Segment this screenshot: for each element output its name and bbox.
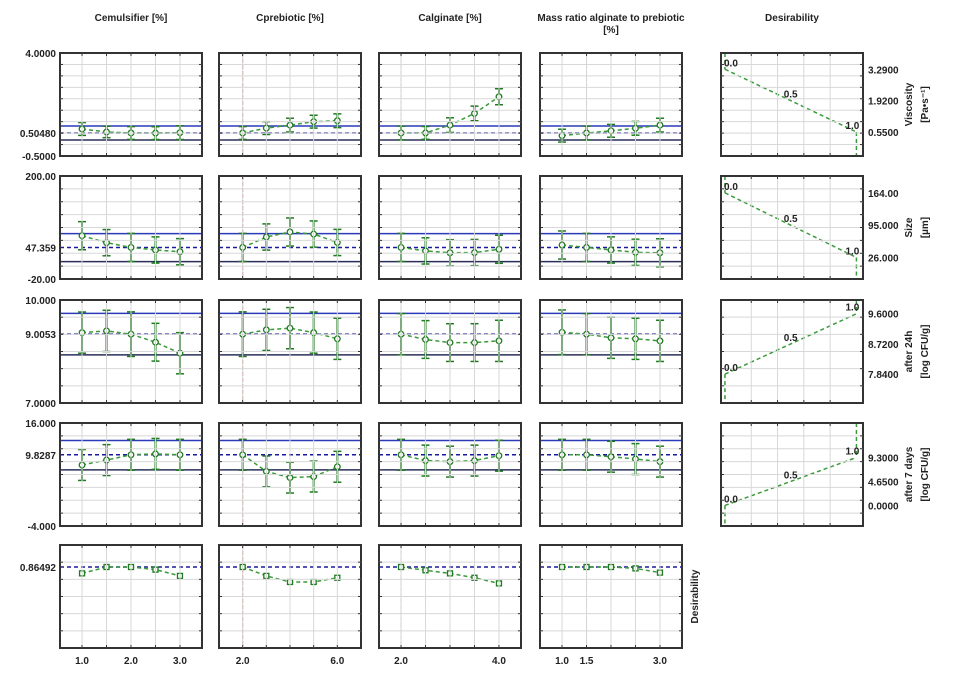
panel-grid	[379, 423, 521, 526]
row-label: Desirability	[690, 569, 701, 623]
y-tick-label: 4.0000	[25, 49, 56, 60]
desirability-level-label: 1.0	[845, 447, 859, 458]
desirability-level-label: 0.0	[724, 58, 738, 69]
panel-grid	[219, 176, 361, 279]
y-tick-label: 9.8287	[25, 451, 56, 462]
y-tick-label-right: 7.8400	[868, 370, 899, 381]
y-tick-label-right: 9.6000	[868, 310, 899, 321]
y-tick-label: 16.000	[25, 419, 56, 430]
column-header: Desirability	[765, 13, 819, 24]
y-tick-label-right: 0.5500	[868, 128, 899, 139]
response-curve	[242, 454, 338, 479]
y-tick-label-right: 164.00	[868, 189, 899, 200]
y-tick-label-right: 95.000	[868, 221, 899, 232]
desirability-level-label: 0.0	[724, 494, 738, 505]
panel-grid	[540, 53, 682, 156]
desirability-level-label: 0.5	[784, 470, 798, 481]
panel-grid	[60, 545, 202, 648]
y-tick-label-right: 3.2900	[868, 65, 899, 76]
x-tick-label: 2.0	[236, 656, 250, 667]
panel-grid	[379, 545, 521, 648]
row-label: Viscosity	[904, 82, 915, 126]
panel-grid	[379, 300, 521, 403]
x-tick-label: 3.0	[173, 656, 187, 667]
panel-grid	[540, 423, 682, 526]
x-tick-label: 4.0	[492, 656, 506, 667]
row-label: [log CFU/g]	[920, 325, 931, 379]
x-tick-label: 6.0	[330, 656, 344, 667]
desirability-curve	[724, 456, 857, 507]
desirability-level-label: 1.0	[845, 246, 859, 257]
x-tick-label: 3.0	[653, 656, 667, 667]
row-label: after 24h	[904, 331, 915, 373]
y-tick-label: 200.00	[25, 172, 56, 183]
desirability-level-label: 0.0	[724, 182, 738, 193]
y-tick-label-right: 1.9200	[868, 97, 899, 108]
panel-grid	[219, 53, 361, 156]
row-label: after 7 days	[904, 446, 915, 502]
x-tick-label: 2.0	[124, 656, 138, 667]
panel-grid	[60, 53, 202, 156]
column-header: [%]	[603, 25, 619, 36]
desirability-level-label: 0.5	[784, 333, 798, 344]
panel-grid	[721, 300, 863, 403]
panel-grid	[60, 176, 202, 279]
desirability-level-label: 0.5	[784, 90, 798, 101]
desirability-level-label: 0.5	[784, 214, 798, 225]
column-header: Mass ratio alginate to prebiotic	[537, 13, 685, 24]
x-tick-label: 1.5	[580, 656, 594, 667]
desirability-level-label: 1.0	[845, 121, 859, 132]
row-label: Size	[904, 217, 915, 237]
panel-grid	[219, 423, 361, 526]
y-tick-label: 0.86492	[20, 563, 57, 574]
x-tick-label: 2.0	[394, 656, 408, 667]
panel-grid	[540, 300, 682, 403]
x-tick-label: 1.0	[555, 656, 569, 667]
y-tick-label: 0.50480	[20, 129, 57, 140]
y-tick-label: -20.00	[28, 275, 57, 286]
y-tick-label-right: 26.000	[868, 253, 899, 264]
panel-grid	[721, 176, 863, 279]
y-tick-label-right: 8.7200	[868, 340, 899, 351]
column-header: Calginate [%]	[418, 13, 481, 24]
column-header: Cprebiotic [%]	[256, 13, 324, 24]
desirability-curve	[724, 313, 857, 375]
desirability-panel-0	[720, 52, 864, 157]
y-tick-label: 7.0000	[25, 399, 56, 410]
panel-grid	[219, 300, 361, 403]
panel-grid	[540, 176, 682, 279]
desirability-level-label: 1.0	[845, 303, 859, 314]
panel-grid	[721, 423, 863, 526]
panel-grid	[540, 545, 682, 648]
panel-grid	[60, 423, 202, 526]
y-tick-label: 9.0053	[25, 330, 56, 341]
desirability-curve	[724, 192, 857, 259]
panel-frame	[720, 52, 864, 157]
row-label: [Pa•s⁻¹]	[920, 86, 931, 123]
y-tick-label-right: 4.6500	[868, 477, 899, 488]
panel-grid	[60, 300, 202, 403]
y-tick-label-right: 0.0000	[868, 501, 899, 512]
x-tick-label: 1.0	[75, 656, 89, 667]
row-label: [log CFU/g]	[920, 448, 931, 502]
panel-grid	[379, 176, 521, 279]
response-curve	[562, 566, 661, 574]
y-tick-label-right: 9.3000	[868, 454, 899, 465]
panel-grid	[219, 545, 361, 648]
desirability-level-label: 0.0	[724, 363, 738, 374]
y-tick-label: -0.5000	[22, 152, 56, 163]
y-tick-label: 47.359	[25, 243, 56, 254]
column-header: Cemulsifier [%]	[95, 13, 168, 24]
panel-grid	[721, 53, 863, 156]
panel-grid	[379, 53, 521, 156]
y-tick-label: 10.000	[25, 296, 56, 307]
row-label: [µm]	[920, 217, 931, 238]
y-tick-label: -4.000	[28, 522, 57, 533]
